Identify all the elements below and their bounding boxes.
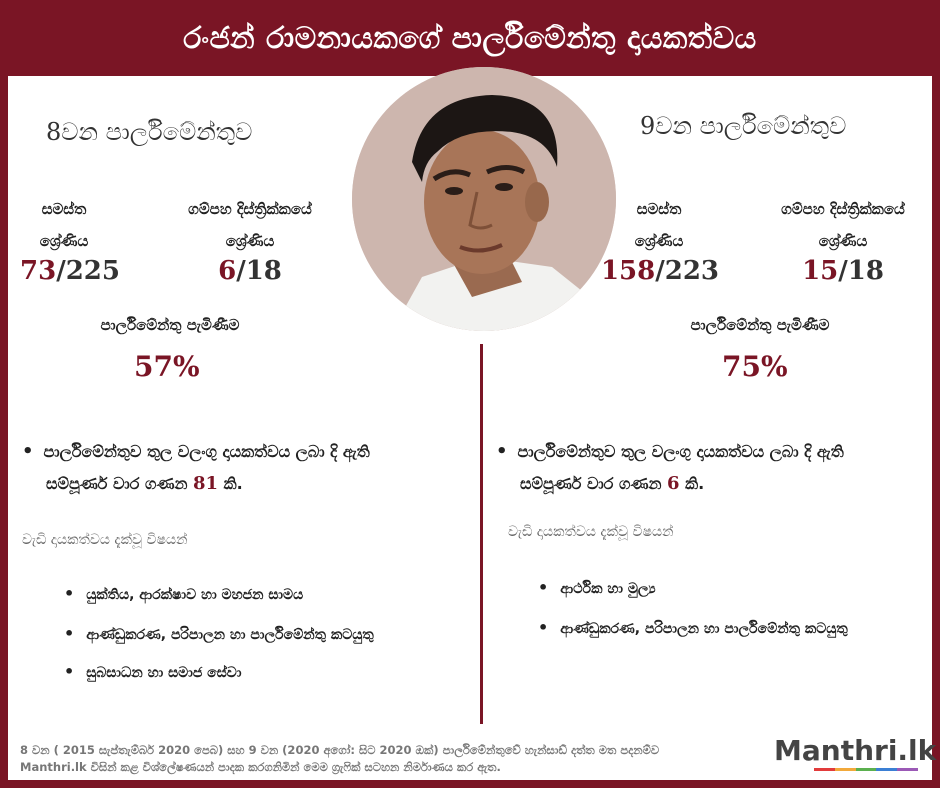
source-note-line-1: 8 වන ( 2015 සැප්තැම්බර් 2020 පෙබ) සහ 9 ව… [20,743,660,757]
parliament-title-9: 9වන පාර්ලිමේන්තුව [640,112,847,140]
topics-heading-9: වැඩි දායකත්වය දැක්වූ විෂයන් [508,524,674,540]
district-rank-label-9: ශ්‍රේණිය [818,232,868,250]
source-note-line-2: Manthri.lk විසින් කළ විශ්ලේෂණයන් පාදක කර… [20,760,501,774]
header-banner: රංජන් රාමනායකගේ පාර්ලිමේන්තු දායකත්වය [0,0,940,76]
manthri-logo[interactable]: Manthri.lk [772,728,936,772]
overall-label-8: සමස්ත [41,200,87,218]
topic-item-9-1: • ආර්ථික හා මුල්‍ය [538,578,656,597]
district-rank-label-8: ශ්‍රේණිය [225,232,275,250]
logo-text: Manthri.lk [774,733,937,767]
center-divider [480,344,483,724]
topics-heading-8: වැඩි දායකත්වය දැක්වූ විෂයන් [22,532,188,548]
district-label-8: ගම්පහ දිස්ත්‍රික්කයේ [188,200,312,218]
district-rank-8: 6/18 [218,256,282,286]
topic-item-9-2: • ආණ්ඩුකරණ, පරිපාලන හා පාර්ලිමේන්තු කටයුත… [538,618,848,637]
topic-item-8-1: • යුක්තිය, ආරක්ෂාව හා මහජන සාමය [64,584,304,603]
contribution-summary-9: • පාර්ලිමේන්තුව තුල වලංගු දායකත්වය ලබා දි… [496,441,844,494]
contribution-summary-8: • පාර්ලිමේන්තුව තුල වලංගු දායකත්වය ලබා දි… [22,441,370,494]
attendance-value-8: 57% [134,350,200,383]
district-label-9: ගම්පහ දිස්ත්‍රික්කයේ [781,200,905,218]
topic-item-8-3: • සුබසාධන හා සමාජ සේවා [64,662,242,681]
overall-rank-label-9: ශ්‍රේණිය [634,232,684,250]
logo-color-bar [814,768,918,771]
portrait-photo [352,67,616,331]
attendance-label-8: පාර්ලිමේන්තු පැමිණීම [100,316,240,334]
source-note: 8 වන ( 2015 සැප්තැම්බර් 2020 පෙබ) සහ 9 ව… [20,742,750,776]
district-rank-9: 15/18 [802,256,884,286]
attendance-value-9: 75% [722,350,788,383]
parliament-title-8: 8වන පාර්ලිමේන්තුව [46,118,253,146]
page-title: රංජන් රාමනායකගේ පාර්ලිමේන්තු දායකත්වය [183,20,757,56]
topic-item-8-2: • ආණ්ඩුකරණ, පරිපාලන හා පාර්ලිමේන්තු කටයුත… [64,624,374,643]
overall-rank-label-8: ශ්‍රේණිය [39,232,89,250]
overall-rank-9: 158/223 [600,256,720,286]
attendance-label-9: පාර්ලිමේන්තු පැමිණීම [690,316,830,334]
overall-rank-8: 73/225 [20,256,120,286]
overall-label-9: සමස්ත [636,200,682,218]
